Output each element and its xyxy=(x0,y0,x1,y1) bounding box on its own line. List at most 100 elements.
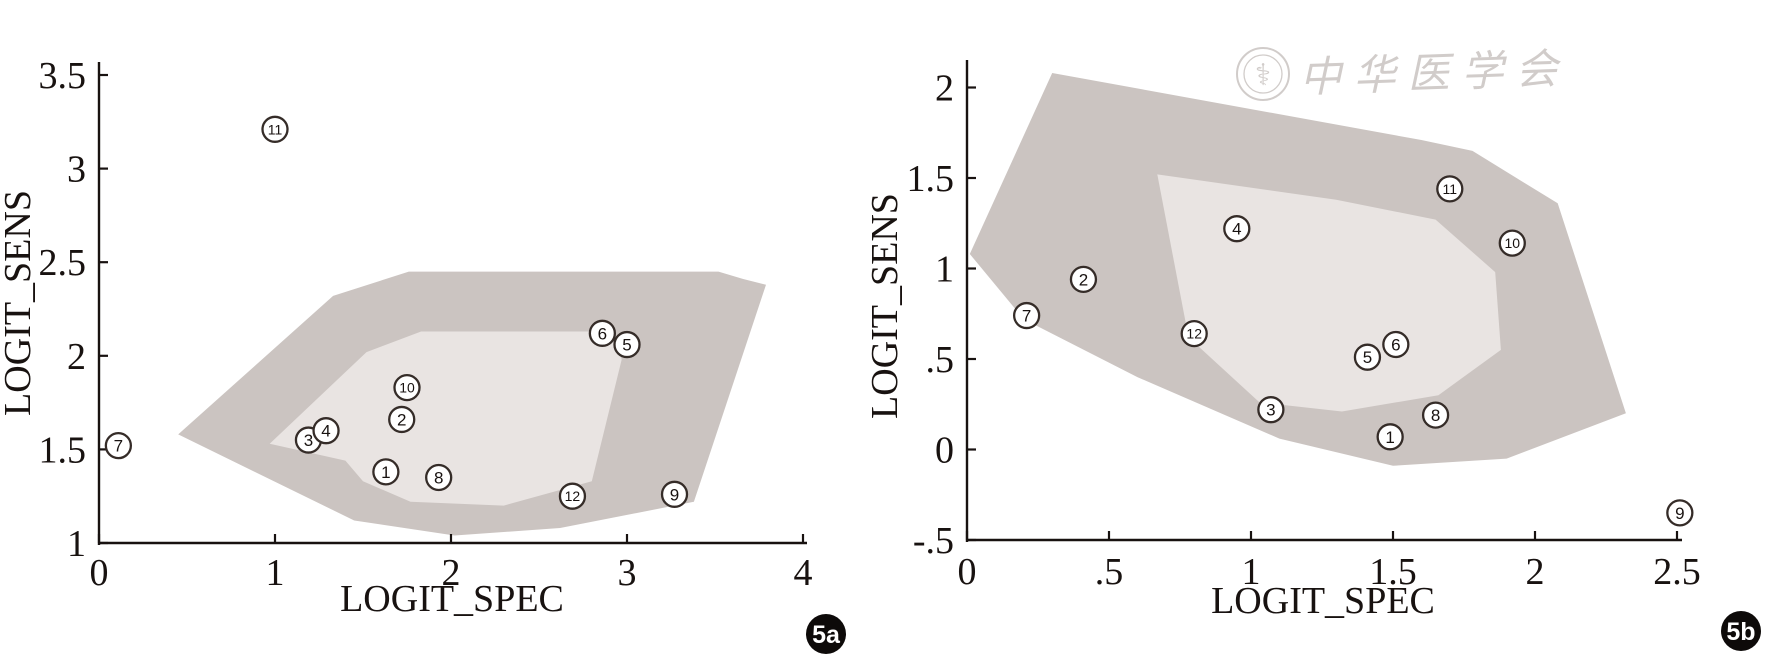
marker-circle xyxy=(261,115,289,143)
marker-number: 5 xyxy=(1363,348,1372,367)
marker-number: 5 xyxy=(622,336,631,355)
marker-circle xyxy=(1666,499,1694,527)
y-tick-label: 3 xyxy=(67,149,86,191)
marker-circle xyxy=(372,458,400,486)
x-tick-label: 2 xyxy=(442,552,461,594)
marker-circle xyxy=(388,405,416,434)
medical-seal-icon: ⚕ xyxy=(1236,47,1290,101)
x-tick-label: 1 xyxy=(266,552,285,594)
data-point-5a-6: 6 xyxy=(588,319,617,347)
marker-number: 10 xyxy=(399,380,415,396)
watermark-text: 中华医学会 xyxy=(1299,47,1570,102)
y-tick-label: 2 xyxy=(67,336,86,378)
marker-number: 11 xyxy=(1443,181,1458,197)
marker-circle xyxy=(558,482,587,510)
y-tick-label: 1.5 xyxy=(907,158,955,200)
marker-number: 12 xyxy=(1186,326,1202,342)
marker-number: 3 xyxy=(304,431,313,450)
data-point-5b-5: 5 xyxy=(1353,343,1382,371)
marker-circle xyxy=(1223,215,1251,243)
axes-5b xyxy=(965,60,1682,542)
data-point-5a-7: 7 xyxy=(104,432,133,460)
marker-circle xyxy=(1376,423,1404,451)
data-point-5b-4: 4 xyxy=(1223,215,1251,243)
marker-number: 2 xyxy=(397,410,406,429)
axes-5a xyxy=(97,62,807,545)
data-point-5a-1: 1 xyxy=(372,458,400,486)
marker-number: 3 xyxy=(1266,401,1275,420)
data-point-5b-12: 12 xyxy=(1180,320,1208,348)
marker-number: 12 xyxy=(565,488,581,504)
data-point-5b-10: 10 xyxy=(1498,229,1526,257)
seal-glyph: ⚕ xyxy=(1255,59,1271,92)
marker-number: 2 xyxy=(1079,270,1088,289)
data-point-5a-11: 11 xyxy=(261,115,289,143)
panel-5b: 0.5 1 1.5 2 2.5-.50.511.52LOGIT_SPECLOGIT_SE… xyxy=(864,60,1761,651)
panel-badge-5a: 5a xyxy=(806,614,846,654)
x-axis-title-5a: LOGIT_SPEC xyxy=(340,578,564,620)
x-tick-label: 1.5 xyxy=(1369,551,1417,593)
marker-circle xyxy=(1353,343,1382,371)
badge-label: 5a xyxy=(812,621,841,649)
marker-number: 11 xyxy=(268,121,283,137)
marker-number: 4 xyxy=(321,422,330,441)
marker-circle xyxy=(660,480,689,508)
y-tick-label: -.5 xyxy=(913,520,954,562)
data-point-5a-12: 12 xyxy=(558,482,587,510)
marker-number: 9 xyxy=(1675,504,1684,523)
x-tick-label: .5 xyxy=(1095,551,1124,593)
marker-number: 1 xyxy=(381,463,390,482)
y-tick-label: 2.5 xyxy=(39,242,87,284)
x-tick-label: 2.5 xyxy=(1653,551,1701,593)
marker-circle xyxy=(1436,175,1464,203)
data-point-5a-2: 2 xyxy=(388,405,416,434)
data-point-5b-3: 3 xyxy=(1257,396,1285,424)
data-point-5a-4: 4 xyxy=(312,417,340,445)
y-tick-label: 1 xyxy=(935,249,954,291)
data-point-5b-2: 2 xyxy=(1069,265,1098,294)
badge-circle xyxy=(1721,611,1761,651)
x-tick-label: 1 xyxy=(1242,551,1261,593)
5a-inner-hull xyxy=(269,331,622,506)
data-point-5b-7: 7 xyxy=(1012,301,1041,330)
marker-circle xyxy=(1180,320,1208,348)
marker-circle xyxy=(1257,396,1285,424)
watermark: ⚕ 中华医学会 xyxy=(1236,47,1570,102)
marker-number: 8 xyxy=(434,468,443,487)
marker-number: 6 xyxy=(598,324,607,343)
data-point-5b-6: 6 xyxy=(1382,330,1410,359)
marker-circle xyxy=(1382,330,1410,359)
marker-circle xyxy=(104,432,133,460)
data-point-5b-8: 8 xyxy=(1421,401,1450,429)
marker-circle xyxy=(1012,301,1041,330)
y-tick-label: 3.5 xyxy=(39,55,87,97)
y-tick-label: .5 xyxy=(926,339,955,381)
data-point-5b-9: 9 xyxy=(1666,499,1694,527)
marker-number: 1 xyxy=(1385,428,1394,447)
data-point-5a-10: 10 xyxy=(393,373,421,402)
data-point-5b-11: 11 xyxy=(1436,175,1464,203)
marker-number: 6 xyxy=(1391,336,1400,355)
y-tick-label: 0 xyxy=(935,430,954,472)
marker-number: 7 xyxy=(1022,307,1031,326)
x-tick-label: 4 xyxy=(794,552,813,594)
marker-circle xyxy=(1421,401,1450,429)
data-point-5b-1: 1 xyxy=(1376,423,1404,451)
badge-circle xyxy=(806,614,846,654)
marker-circle xyxy=(1498,229,1526,257)
data-point-5a-5: 5 xyxy=(613,330,641,359)
marker-number: 7 xyxy=(114,437,123,456)
panel-5a: 0 1 2 3 411.522.533.5LOGIT_SPECLOGIT_SENS123… xyxy=(0,55,846,654)
marker-number: 4 xyxy=(1232,220,1241,239)
marker-circle xyxy=(425,463,453,492)
data-point-5a-8: 8 xyxy=(425,463,453,492)
data-point-5a-9: 9 xyxy=(660,480,689,508)
x-tick-label: 3 xyxy=(618,552,637,594)
x-axis-title-5b: LOGIT_SPEC xyxy=(1211,580,1435,622)
badge-label: 5b xyxy=(1726,618,1755,646)
x-tick-label: 2 xyxy=(1526,551,1545,593)
y-axis-title-5b: LOGIT_SENS xyxy=(864,193,906,419)
marker-number: 10 xyxy=(1504,235,1520,251)
panel-badge-5b: 5b xyxy=(1721,611,1761,651)
